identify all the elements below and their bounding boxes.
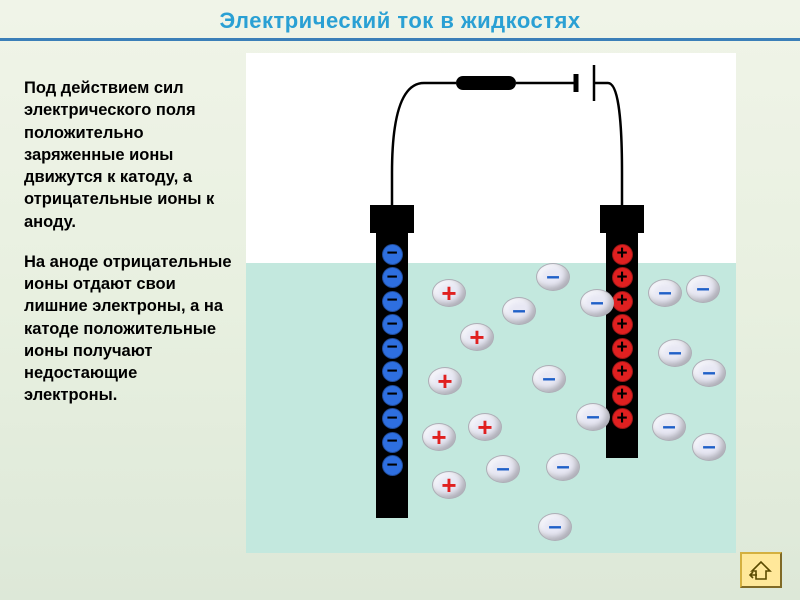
negative-ion: – [580, 289, 614, 317]
negative-ion: – [538, 513, 572, 541]
page-title: Электрический ток в жидкостях [0, 0, 800, 38]
slide: Электрический ток в жидкостях Под действ… [0, 0, 800, 600]
positive-ion: + [422, 423, 456, 451]
negative-ion: – [686, 275, 720, 303]
electrode-charge-marker: − [382, 408, 403, 429]
right-electrode-cap [600, 205, 644, 233]
negative-ion: – [576, 403, 610, 431]
electrode-charge-marker: − [382, 338, 403, 359]
electrode-charge-marker: + [612, 361, 633, 382]
house-arrow-icon [748, 559, 774, 581]
negative-ion: – [502, 297, 536, 325]
positive-ion: + [460, 323, 494, 351]
electrolysis-diagram: −−−−−−−−−−++++++++++++++–––––––––––––– [246, 53, 736, 553]
negative-ion: – [652, 413, 686, 441]
electrode-charge-marker: − [382, 361, 403, 382]
resistor-icon [456, 76, 516, 90]
negative-ion: – [692, 359, 726, 387]
paragraph-1: Под действием сил электрического поля по… [24, 77, 234, 233]
diagram-column: −−−−−−−−−−++++++++++++++–––––––––––––– [246, 53, 786, 553]
electrode-charge-marker: − [382, 244, 403, 265]
electrode-charge-marker: − [382, 291, 403, 312]
negative-ion: – [648, 279, 682, 307]
content-row: Под действием сил электрического поля по… [0, 41, 800, 553]
paragraph-2: На аноде отрицательные ионы отдают свои … [24, 251, 234, 407]
electrode-charge-marker: + [612, 244, 633, 265]
electrode-charge-marker: + [612, 267, 633, 288]
negative-ion: – [658, 339, 692, 367]
left-electrode: −−−−−−−−−− [376, 233, 408, 518]
electrode-charge-marker: − [382, 314, 403, 335]
electrode-charge-marker: − [382, 385, 403, 406]
negative-ion: – [486, 455, 520, 483]
electrode-charge-marker: − [382, 267, 403, 288]
negative-ion: – [536, 263, 570, 291]
negative-ion: – [532, 365, 566, 393]
electrode-charge-marker: + [612, 314, 633, 335]
positive-ion: + [432, 471, 466, 499]
circuit-wires [246, 53, 736, 253]
electrode-charge-marker: − [382, 432, 403, 453]
description-column: Под действием сил электрического поля по… [24, 53, 234, 553]
electrode-charge-marker: + [612, 408, 633, 429]
electrode-charge-marker: + [612, 385, 633, 406]
electrode-charge-marker: + [612, 291, 633, 312]
positive-ion: + [432, 279, 466, 307]
negative-ion: – [692, 433, 726, 461]
electrode-charge-marker: − [382, 455, 403, 476]
left-electrode-cap [370, 205, 414, 233]
right-electrode: ++++++++ [606, 233, 638, 458]
positive-ion: + [428, 367, 462, 395]
positive-ion: + [468, 413, 502, 441]
back-button[interactable] [740, 552, 782, 588]
electrode-charge-marker: + [612, 338, 633, 359]
negative-ion: – [546, 453, 580, 481]
